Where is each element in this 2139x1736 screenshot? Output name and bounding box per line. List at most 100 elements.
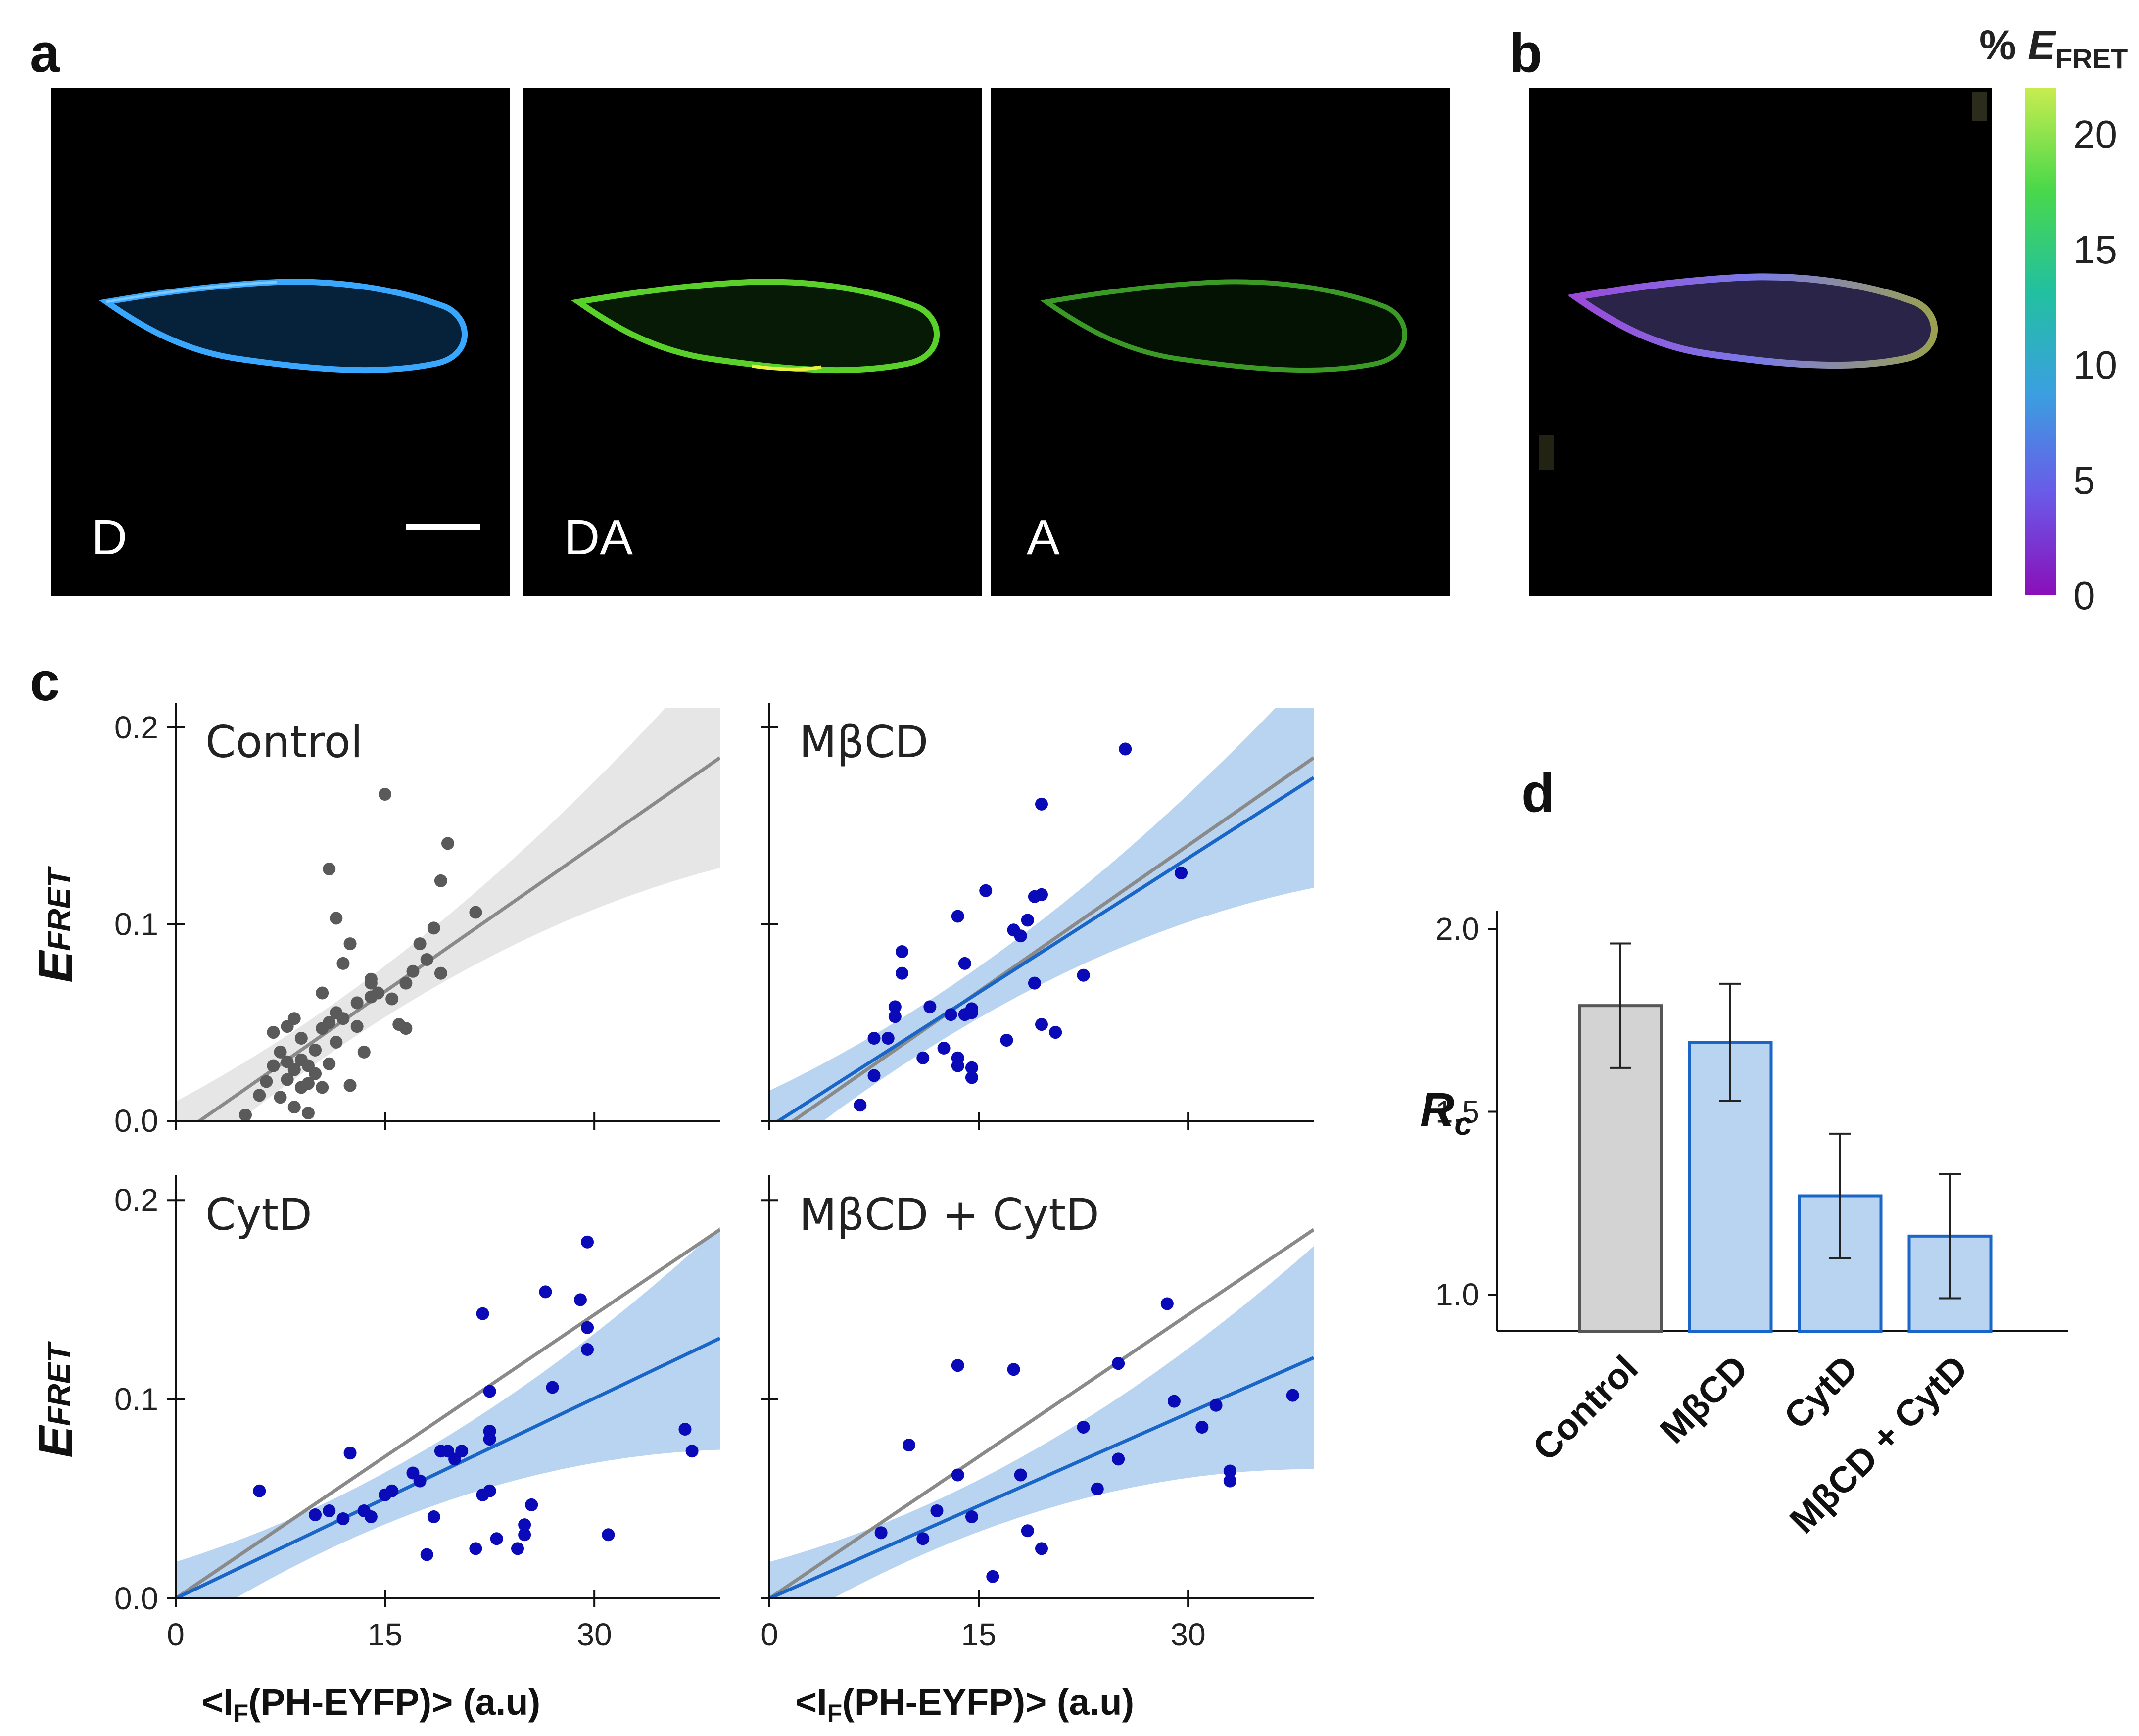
data-point [364,1510,378,1524]
data-point [888,1010,902,1023]
y-axis-label: Rc [1420,1083,1472,1142]
data-point [379,787,392,801]
data-point [287,1063,301,1076]
data-point [518,1528,531,1542]
data-point [573,1293,587,1306]
data-point [343,1447,357,1460]
data-point [323,1057,336,1070]
data-point [1286,1389,1299,1402]
svg-text:EFRET: EFRET [29,1341,82,1458]
data-point [944,1008,957,1021]
x-tick-label: 0 [167,1617,185,1652]
data-point [1119,742,1132,756]
data-point [951,1051,964,1064]
data-point [490,1532,503,1545]
data-point [239,1109,252,1122]
data-point [951,910,964,923]
data-point [420,953,433,966]
data-point [525,1498,538,1511]
data-point [309,1067,322,1080]
data-point [371,986,384,1000]
data-point [581,1235,594,1249]
data-point [427,1510,440,1524]
data-point [309,1043,322,1057]
data-point [350,996,364,1010]
data-point [1209,1398,1223,1412]
data-point [364,976,378,990]
data-point [1035,1542,1048,1555]
data-point [965,1061,978,1074]
data-point [301,1077,315,1090]
data-point [1091,1482,1104,1495]
data-point [937,1041,951,1055]
data-point [427,921,440,935]
data-point [581,1321,594,1334]
data-point [546,1381,559,1394]
y-tick-label: 0.0 [114,1581,158,1616]
data-point [336,1512,350,1526]
data-point [420,1548,433,1561]
data-point [406,964,420,978]
data-point [399,976,413,990]
data-point [1223,1464,1236,1478]
data-point [281,1073,294,1086]
category-label: Control [1525,1348,1646,1469]
reference-fit-line [790,756,1314,1121]
x-tick-label: 15 [961,1617,996,1652]
data-point [323,1016,336,1029]
ylabel-bottom: EFRET [29,1341,82,1458]
data-point [1160,1297,1174,1310]
data-point [434,874,447,887]
condition-label: Control [205,717,363,768]
data-point [581,1343,594,1356]
x-tick-label: 0 [761,1617,778,1652]
data-point [881,1032,895,1045]
fret-cell [1567,273,1938,369]
category-label: MβCD [1652,1348,1756,1451]
panel-letter-d: d [1521,763,1555,823]
data-point [253,1089,266,1102]
micrograph-donor-acceptor: DA [523,88,982,596]
data-point [903,1439,916,1452]
data-point [1049,1026,1062,1039]
data-point [274,1045,287,1059]
y-tick-label: 2.0 [1435,911,1479,947]
colorbar-gradient [2025,88,2056,595]
data-point [385,1484,399,1497]
colorbar-title: % EFRET [1979,22,2128,74]
data-point [301,1107,315,1120]
data-point [260,1075,273,1088]
panel-letter-b: b [1509,23,1542,84]
data-point [539,1285,552,1299]
confidence-band [769,1246,1314,1598]
svg-text:EFRET: EFRET [29,866,82,983]
colorbar-tick-label: 20 [2073,112,2117,156]
data-point [867,1069,881,1082]
data-point [323,1504,336,1517]
data-point [1014,1468,1027,1482]
fit-line [769,1356,1314,1598]
y-tick-label: 0.0 [114,1103,158,1139]
data-point [1112,1452,1125,1466]
colorbar-tick-label: 15 [2073,228,2117,272]
colorbar-tick-label: 5 [2073,458,2095,502]
panel-letter-a: a [30,23,60,84]
x-tick-label: 30 [577,1617,612,1652]
channel-label-a: A [1027,510,1060,565]
fit-line [775,776,1314,1121]
data-point [476,1307,489,1320]
acceptor-cell [1040,279,1408,373]
data-point [469,906,482,919]
data-point [343,1079,357,1092]
data-point [483,1484,496,1497]
data-point [441,837,454,850]
data-point [1007,1363,1020,1376]
data-point [986,1570,999,1583]
data-point [511,1542,524,1555]
data-point [330,1035,343,1049]
data-point [916,1532,930,1545]
data-point [330,912,343,925]
data-point [895,945,908,959]
donor-acceptor-cell [570,279,940,374]
